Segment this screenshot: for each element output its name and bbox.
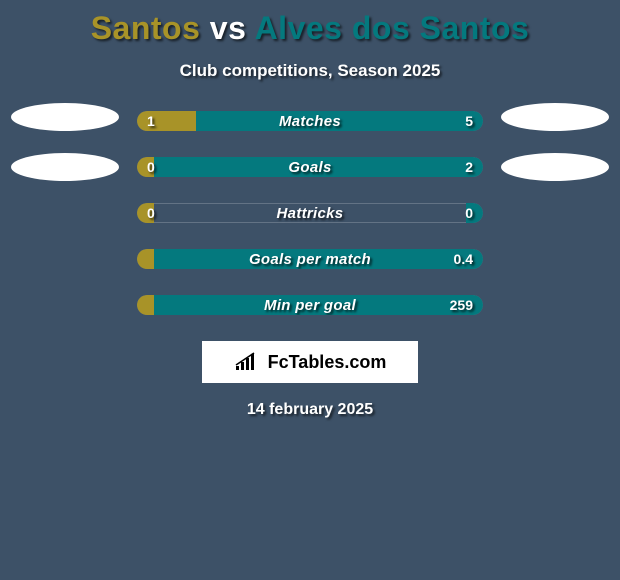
stat-label: Goals per match — [137, 249, 483, 269]
subtitle: Club competitions, Season 2025 — [0, 61, 620, 81]
stat-bar: Goals0 2 — [137, 157, 483, 177]
stat-bar: Min per goal259 — [137, 295, 483, 315]
team-ellipse-left — [11, 103, 119, 131]
spacer — [501, 291, 609, 319]
stat-bar: Hattricks0 0 — [137, 203, 483, 223]
stat-value-right: 5 — [465, 111, 473, 131]
stat-label: Matches — [137, 111, 483, 131]
spacer — [11, 245, 119, 273]
stat-value-left: 1 — [147, 111, 155, 131]
spacer — [11, 199, 119, 227]
spacer — [501, 199, 609, 227]
title-vs: vs — [200, 10, 254, 46]
stat-bar: Goals per match0.4 — [137, 249, 483, 269]
stat-row: Hattricks0 0 — [0, 203, 620, 223]
stat-value-right: 2 — [465, 157, 473, 177]
stat-label: Goals — [137, 157, 483, 177]
page-title: Santos vs Alves dos Santos — [0, 0, 620, 47]
team-ellipse-right — [501, 153, 609, 181]
stats-infographic: Santos vs Alves dos Santos Club competit… — [0, 0, 620, 580]
stat-row: Min per goal259 — [0, 295, 620, 315]
stat-label: Hattricks — [137, 203, 483, 223]
bar-chart-icon — [234, 352, 262, 372]
stat-value-right: 0.4 — [454, 249, 473, 269]
stat-value-right: 259 — [450, 295, 473, 315]
branding-text: FcTables.com — [268, 352, 387, 373]
stat-value-left: 0 — [147, 203, 155, 223]
stat-row: Goals0 2 — [0, 157, 620, 177]
stat-row: Goals per match0.4 — [0, 249, 620, 269]
stat-label: Min per goal — [137, 295, 483, 315]
stats-rows: Matches15Goals02Hattricks00Goals per mat… — [0, 111, 620, 315]
team-ellipse-left — [11, 153, 119, 181]
stat-value-left: 0 — [147, 157, 155, 177]
team-ellipse-right — [501, 103, 609, 131]
title-player-left: Santos — [91, 10, 201, 46]
stat-value-right: 0 — [465, 203, 473, 223]
stat-row: Matches1 5 — [0, 111, 620, 131]
title-player-right: Alves dos Santos — [255, 10, 530, 46]
stat-bar: Matches1 5 — [137, 111, 483, 131]
spacer — [501, 245, 609, 273]
footer-date: 14 february 2025 — [0, 401, 620, 419]
spacer — [11, 291, 119, 319]
branding-badge: FcTables.com — [202, 341, 418, 383]
